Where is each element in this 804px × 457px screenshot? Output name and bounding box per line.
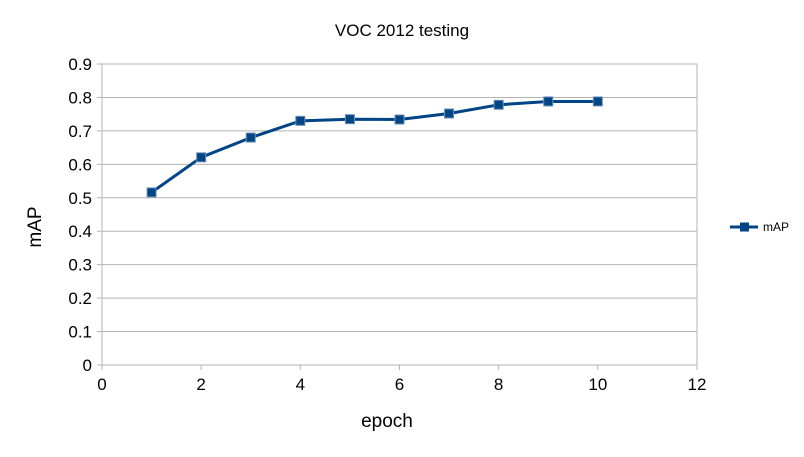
x-tick-label: 6 xyxy=(395,375,404,394)
y-tick-label: 0.5 xyxy=(68,189,92,208)
data-point xyxy=(543,96,554,107)
y-tick-label: 0.1 xyxy=(68,323,92,342)
data-point xyxy=(444,108,455,119)
data-point xyxy=(196,152,207,163)
legend: mAP xyxy=(730,220,789,234)
data-point xyxy=(295,115,306,126)
plot-frame xyxy=(101,63,698,366)
data-point xyxy=(344,114,355,125)
chart-title: VOC 2012 testing xyxy=(335,21,469,40)
y-tick-label: 0.8 xyxy=(68,88,92,107)
plot-area: 0 0.1 0.2 0.3 0.4 0.5 0.6 0.7 0.8 0.9 0 2 4 6 8 10 12 xyxy=(68,55,706,394)
data-point xyxy=(245,132,256,143)
y-tick-label: 0.9 xyxy=(68,55,92,74)
data-point xyxy=(493,99,504,110)
x-tick-label: 10 xyxy=(588,375,607,394)
legend-label-mAP: mAP xyxy=(763,220,789,234)
x-axis-title: epoch xyxy=(361,411,413,432)
y-tick-label: 0.6 xyxy=(68,155,92,174)
x-tick-label: 12 xyxy=(688,375,707,394)
legend-marker-mAP xyxy=(740,222,749,232)
data-point xyxy=(394,114,405,125)
y-tick-label: 0.4 xyxy=(68,222,92,241)
data-point xyxy=(146,187,157,198)
y-tick-label: 0.2 xyxy=(68,289,92,308)
y-tick-label: 0.3 xyxy=(68,256,92,275)
y-tick-label: 0.7 xyxy=(68,122,92,141)
data-point xyxy=(592,96,603,107)
x-tick-label: 8 xyxy=(494,375,503,394)
x-tick-label: 2 xyxy=(196,375,205,394)
x-tick-label: 0 xyxy=(97,375,106,394)
y-axis-title: mAP xyxy=(25,206,46,247)
series-line-mAP xyxy=(150,100,598,194)
y-tick-label: 0 xyxy=(83,356,92,375)
x-tick-label: 4 xyxy=(296,375,305,394)
